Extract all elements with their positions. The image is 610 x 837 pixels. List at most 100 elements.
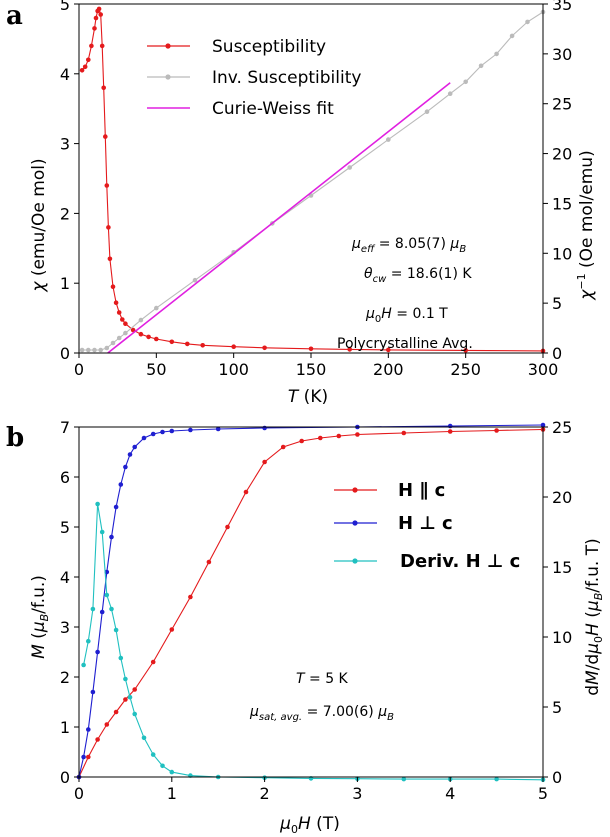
series-b-2-point	[401, 776, 407, 782]
series-a-0-point	[101, 85, 106, 91]
series-a-1-point	[424, 109, 430, 114]
series-a-0-point	[262, 345, 267, 351]
x-tick-label-a: 0	[74, 360, 84, 379]
series-b-1-point	[169, 428, 175, 434]
series-a-1-point	[138, 317, 144, 323]
series-b-0-point	[299, 438, 305, 444]
series-b-2-point	[109, 606, 114, 612]
x-tick-label-b: 0	[74, 784, 84, 803]
series-a-0-point	[120, 317, 125, 322]
y2-tick-label-a: 30	[552, 45, 572, 64]
series-b-2-point	[86, 638, 91, 644]
y-tick-label-b: 1	[60, 718, 70, 737]
legend-label-inv-susceptibility: Inv. Susceptibility	[212, 68, 361, 88]
series-b-2-point	[150, 752, 156, 757]
series-b-2-point	[123, 676, 128, 682]
y-tick-label-b: 2	[60, 668, 70, 687]
annotation-theta-cw: θcw = 18.6(1) K	[364, 266, 472, 285]
series-a-1-point	[98, 347, 103, 353]
series-b-2-point	[127, 694, 133, 700]
y2-tick-label-a: 25	[552, 95, 572, 114]
series-b-0-line	[78, 428, 544, 778]
y-axis-label-a: χ (emu/Oe mol)	[29, 158, 49, 292]
y-tick-label-a: 0	[60, 344, 70, 363]
series-b-0-point	[447, 429, 453, 434]
series-b-0-point	[318, 435, 323, 441]
series-b-2-point	[169, 769, 175, 775]
series-b-0-point	[243, 489, 249, 495]
series-b-1-point	[141, 435, 147, 441]
series-a-1-point	[494, 51, 499, 57]
series-b-2-point	[95, 501, 100, 507]
series-a-2-line	[107, 82, 451, 354]
legend-marker-deriv	[352, 558, 358, 564]
series-a-1-point	[447, 91, 453, 96]
x-tick-label-a: 250	[450, 360, 481, 379]
series-a-0-point	[154, 336, 159, 342]
series-a-0-point	[106, 225, 111, 230]
series-b-0-point	[336, 433, 342, 439]
series-a-0-point	[110, 284, 116, 290]
y-tick-label-b: 5	[60, 518, 70, 537]
series-a-0-point	[146, 334, 151, 340]
series-a-0-point	[138, 331, 144, 337]
annotation-mu-sat: μsat, avg. = 7.00(6) μB	[249, 704, 394, 723]
series-b-1-point	[118, 482, 124, 487]
legend-label-h-perp-c: H ⊥ c	[398, 513, 453, 534]
legend-label-susceptibility: Susceptibility	[212, 37, 326, 57]
series-b-0-point	[280, 444, 286, 450]
y-tick-label-a: 4	[60, 65, 70, 84]
y2-axis-label-a: χ−1 (Oe mol/emu)	[575, 150, 597, 300]
series-b-2-point	[160, 763, 165, 769]
series-b-0-point	[401, 430, 407, 436]
x-tick-label-b: 1	[167, 784, 177, 803]
plot-frame-b	[78, 426, 544, 778]
series-a-0-point	[89, 43, 94, 49]
series-b-0-point	[86, 754, 91, 760]
series-b-1-point	[95, 649, 100, 655]
series-a-0-point	[308, 346, 314, 352]
y2-tick-label-a: 5	[552, 294, 562, 313]
y2-tick-label-b: 15	[552, 558, 572, 577]
series-b-2-line	[83, 503, 544, 781]
series-a-1-point	[154, 305, 159, 311]
series-a-0-point	[231, 344, 236, 350]
x-tick-label-b: 2	[260, 784, 270, 803]
legend-label-h-par-c: H ∥ c	[398, 480, 445, 501]
x-tick-label-b: 3	[352, 784, 362, 803]
annotation-temperature: T = 5 K	[296, 671, 349, 687]
y2-axis-label-b: dM/dμ0H (μB/f.u. T)	[583, 538, 605, 696]
series-b-1-point	[150, 431, 156, 437]
series-b-1-point	[113, 504, 119, 510]
series-b-1-point	[123, 464, 128, 470]
x-axis-label-b: μ0H (T)	[279, 814, 340, 836]
series-b-0-point	[262, 459, 267, 465]
x-tick-label-a: 200	[373, 360, 404, 379]
y-axis-label-b: M (μB/f.u.)	[29, 575, 51, 659]
legend-label-curie-weiss: Curie-Weiss fit	[212, 99, 334, 119]
y-tick-label-b: 7	[60, 418, 70, 437]
series-b-2-point	[494, 776, 499, 782]
annotation-mu-eff: μeff = 8.05(7) μB	[351, 236, 466, 255]
series-a-0-point	[96, 6, 102, 12]
series-a-0-point	[123, 321, 128, 327]
y-tick-label-a: 2	[60, 204, 70, 223]
series-a-0-point	[185, 341, 190, 347]
y-tick-label-b: 3	[60, 618, 70, 637]
y2-tick-label-a: 35	[552, 0, 572, 14]
legend-marker-h-par-c	[352, 487, 358, 493]
series-b-1-point	[90, 689, 96, 695]
series-a-0-point	[200, 343, 205, 348]
series-b-1-point	[215, 426, 221, 432]
panel-label-a: a	[6, 1, 23, 31]
series-a-0-point	[463, 348, 469, 353]
series-a-1-point	[509, 33, 515, 39]
series-a-0-point	[386, 347, 391, 353]
series-b-0-point	[123, 697, 128, 702]
series-a-0-point	[104, 183, 110, 188]
series-b-2-point	[118, 655, 124, 661]
series-a-0-point	[79, 68, 85, 73]
y2-tick-label-b: 5	[552, 698, 562, 717]
series-b-0-point	[104, 722, 110, 727]
